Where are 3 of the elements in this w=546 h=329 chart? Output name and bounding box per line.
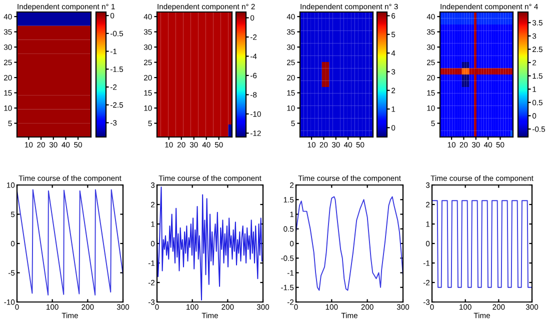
line-series <box>296 196 403 291</box>
line-series <box>17 189 123 296</box>
line-series <box>157 186 262 301</box>
